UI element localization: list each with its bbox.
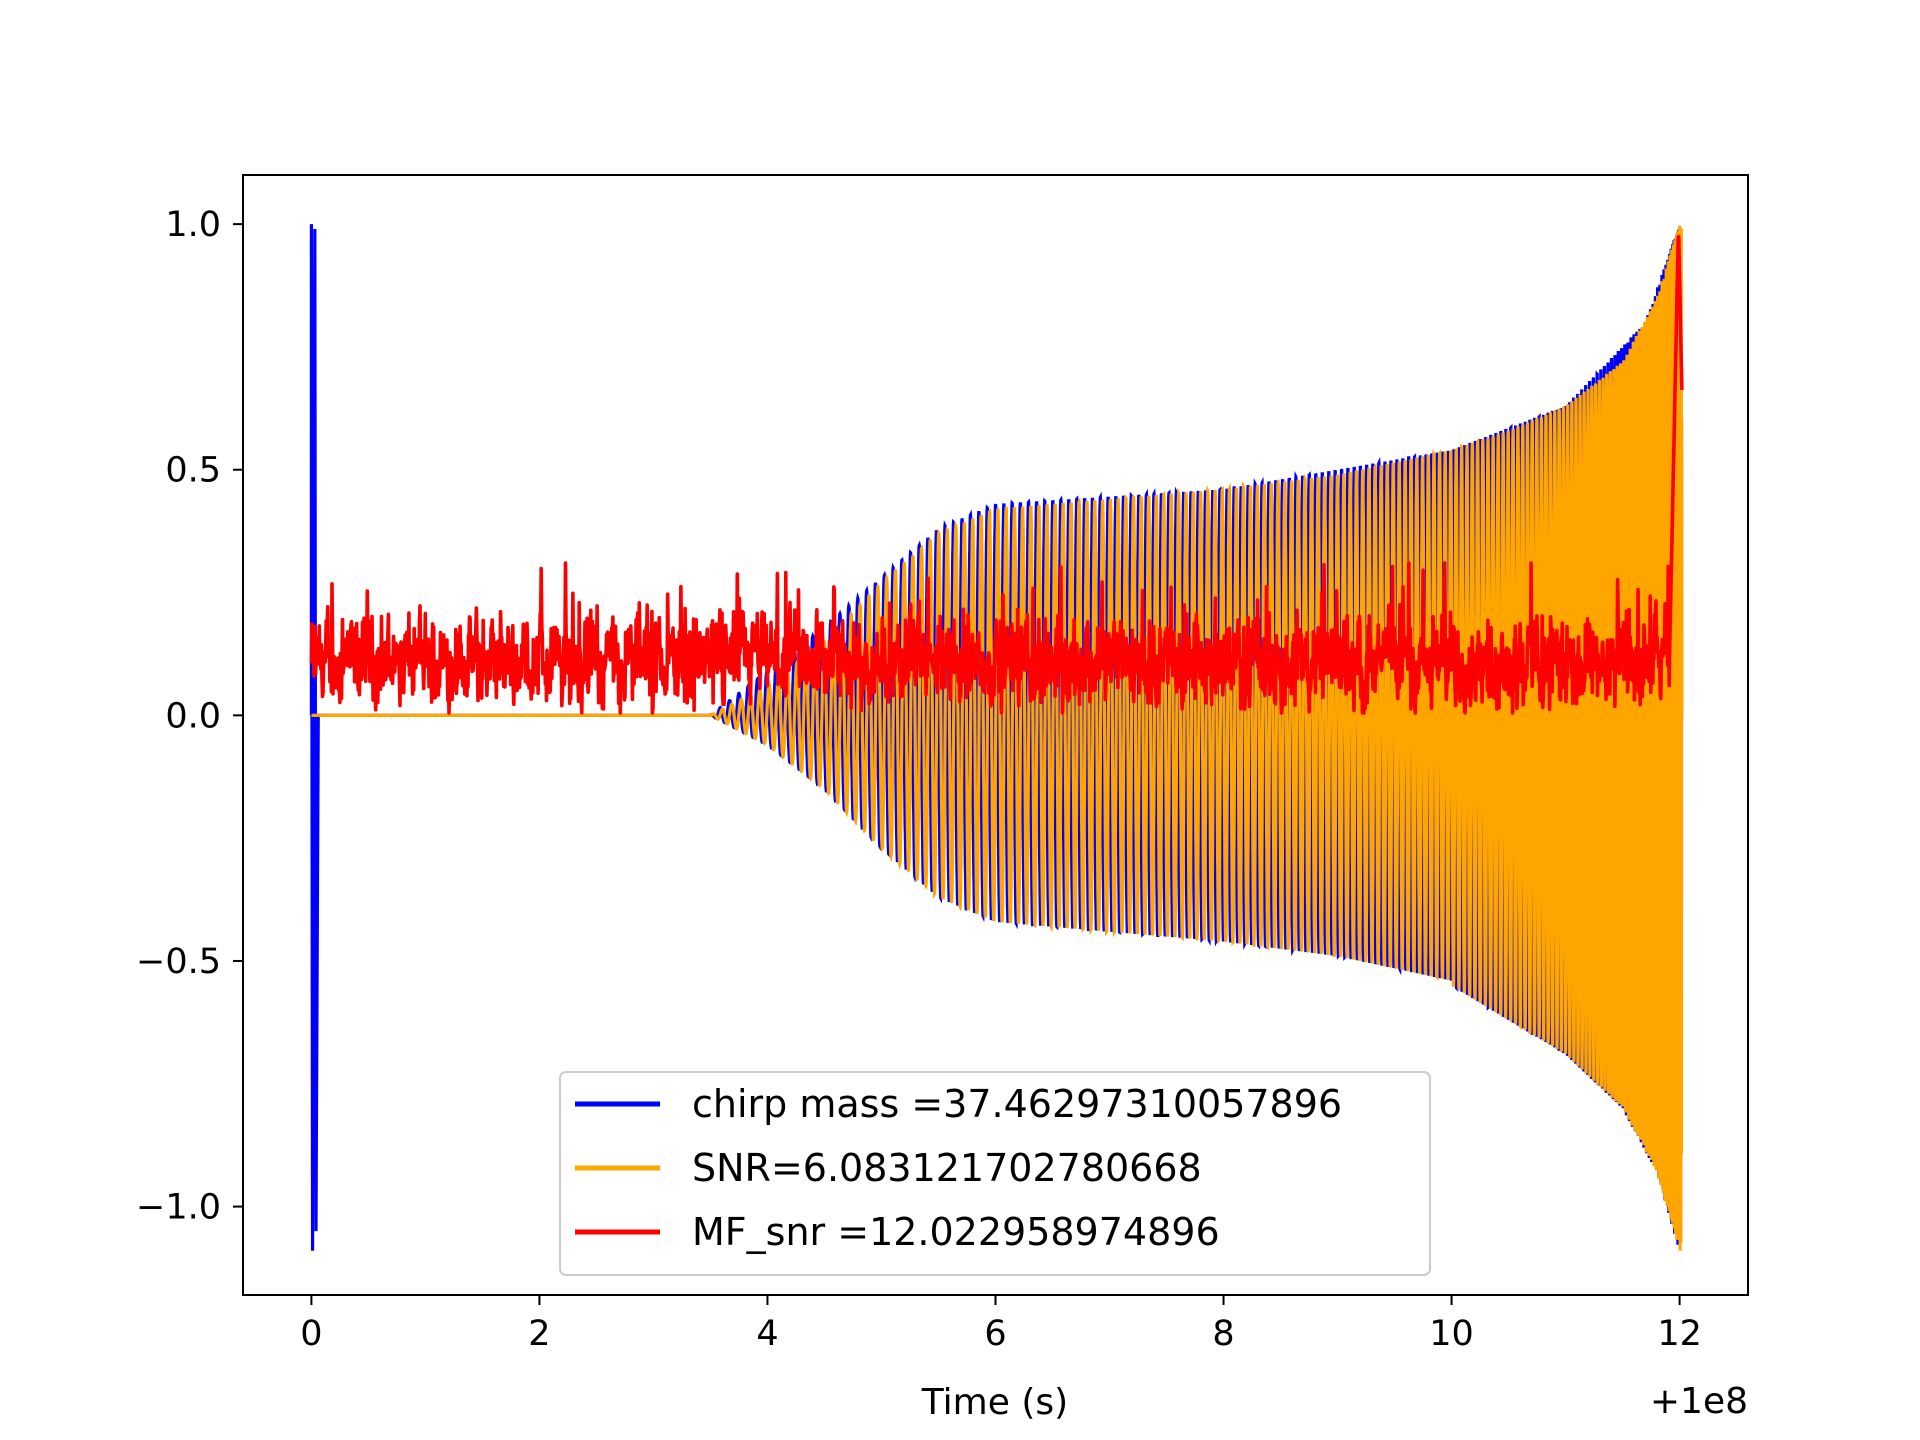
x-axis-label: Time (s) xyxy=(921,1382,1068,1423)
x-tick-label: 12 xyxy=(1657,1314,1702,1354)
legend-label-chirp-mass: chirp mass =37.46297310057896 xyxy=(692,1082,1342,1126)
y-axis-ticks: 1.0 0.5 0.0 −0.5 −1.0 xyxy=(136,205,243,1228)
y-tick-label: 1.0 xyxy=(165,205,221,245)
legend-label-mf-snr: MF_snr =12.022958974896 xyxy=(692,1210,1220,1254)
x-tick-label: 8 xyxy=(1212,1314,1234,1354)
series-layer xyxy=(309,224,1684,1251)
x-tick-label: 10 xyxy=(1429,1314,1474,1354)
x-tick-label: 4 xyxy=(756,1314,778,1354)
legend-label-snr: SNR=6.083121702780668 xyxy=(692,1146,1202,1190)
x-tick-label: 6 xyxy=(984,1314,1006,1354)
y-tick-label: −1.0 xyxy=(136,1188,221,1228)
legend-box xyxy=(559,1071,1431,1276)
x-tick-label: 0 xyxy=(300,1314,322,1354)
x-axis-ticks: 0 2 4 6 8 10 12 xyxy=(300,1295,1702,1354)
series-line-snr xyxy=(311,225,1684,1251)
y-tick-label: −0.5 xyxy=(136,942,221,982)
legend: chirp mass =37.46297310057896 SNR=6.0831… xyxy=(559,1071,1431,1276)
x-axis-offset: +1e8 xyxy=(1650,1381,1748,1422)
y-tick-label: 0.0 xyxy=(165,696,221,736)
x-tick-label: 2 xyxy=(528,1314,550,1354)
series-line-mf-snr xyxy=(309,234,1684,715)
y-tick-label: 0.5 xyxy=(165,451,221,491)
